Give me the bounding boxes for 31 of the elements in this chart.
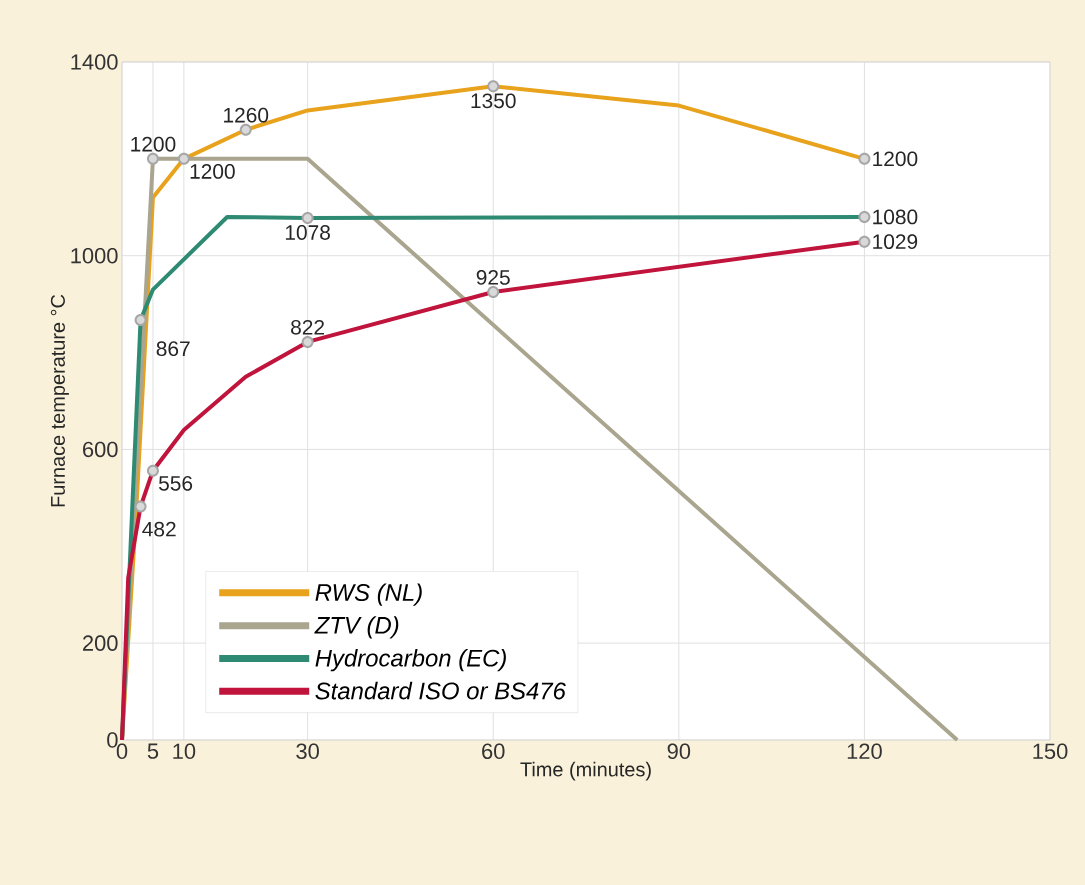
annotation: 1200 xyxy=(873,151,918,167)
y-tick-label: 200 xyxy=(83,635,118,651)
legend-label: ZTV (D) xyxy=(314,616,399,639)
annotation: 1200 xyxy=(190,164,235,179)
legend-label: RWS (NL) xyxy=(315,583,422,606)
x-tick-label: 120 xyxy=(847,743,882,760)
annotation: 1080 xyxy=(873,209,918,225)
y-tick-label: 1400 xyxy=(71,54,118,70)
annotation: 1260 xyxy=(224,107,269,123)
x-tick-label: 5 xyxy=(147,743,159,759)
y-axis-title: Furnace temperature °C xyxy=(50,294,69,507)
x-tick-label: 30 xyxy=(296,743,319,760)
y-tick-label: 0 xyxy=(107,732,118,748)
legend-label: Standard ISO or BS476 xyxy=(315,681,566,700)
annotation: 556 xyxy=(158,475,193,491)
x-tick-label: 90 xyxy=(667,743,691,760)
x-tick-label: 60 xyxy=(482,743,505,760)
annotation: 1200 xyxy=(131,136,176,152)
annotation: 1029 xyxy=(873,234,918,250)
x-tick-label: 150 xyxy=(1033,743,1068,760)
annotation: 482 xyxy=(142,521,176,537)
x-axis-title: Time (minutes) xyxy=(520,761,651,781)
annotation: 1350 xyxy=(471,93,516,109)
annotation: 822 xyxy=(291,319,324,335)
annotation: 925 xyxy=(476,270,510,285)
legend-label: Hydrocarbon (EC) xyxy=(315,649,506,672)
annotation: 1078 xyxy=(285,225,330,240)
annotation: 867 xyxy=(156,341,190,357)
x-tick-label: 10 xyxy=(173,743,196,760)
y-tick-label: 1000 xyxy=(71,247,118,264)
y-tick-label: 600 xyxy=(83,441,118,458)
